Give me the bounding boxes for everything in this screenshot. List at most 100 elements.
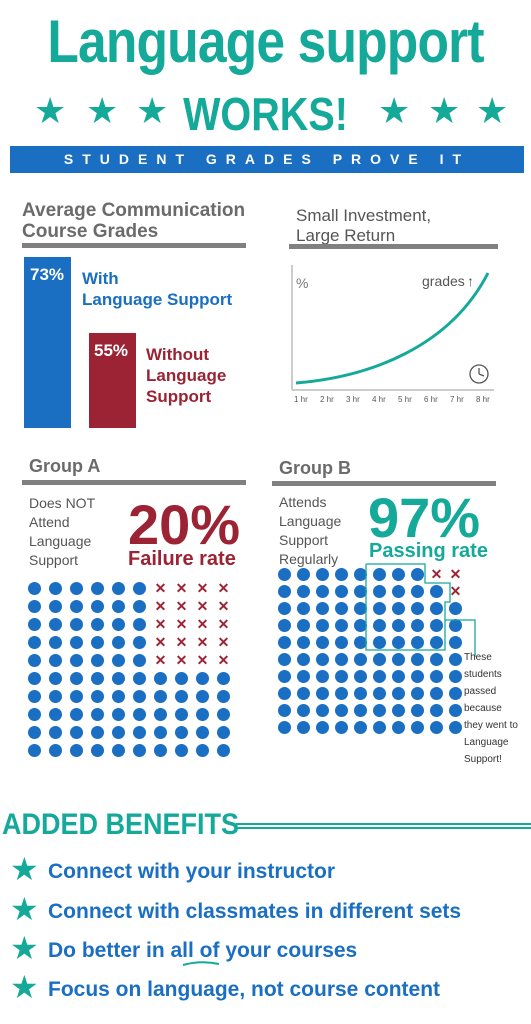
student-dot [217,672,230,685]
bar-value-label: 55% [94,340,129,360]
benefit-text: Connect with your instructor [48,860,336,883]
student-dot [316,721,329,734]
star-icon: ★ [10,930,39,966]
student-dot [175,690,188,703]
subtitle: WORKS! [183,88,348,140]
star-icon: ★ [10,891,39,927]
student-dot [392,602,405,615]
student-dot [49,600,62,613]
star-icon: ★ [34,90,67,131]
star-icon: ★ [86,90,119,131]
student-dot [411,585,424,598]
student-dot [278,636,291,649]
student-dot [133,726,146,739]
failed-student-mark: ✕ [196,598,209,614]
student-dot [133,582,146,595]
note-line: they went to [464,720,518,731]
student-dot [297,568,310,581]
student-dot [449,636,462,649]
student-dot [335,721,348,734]
student-dot [411,568,424,581]
student-dot [297,687,310,700]
group-a-grid: ✕ ✕ ✕ ✕ ✕ ✕ ✕ ✕ ✕ ✕ ✕ ✕ ✕ ✕ ✕ ✕ ✕ ✕ ✕ ✕ [28,580,238,772]
failed-student-mark: ✕ [217,580,230,596]
student-dot [449,670,462,683]
student-dot [297,721,310,734]
student-dot [278,619,291,632]
failed-student-mark: ✕ [154,634,167,650]
student-dot [316,653,329,666]
benefit-text: Do better in all of your courses [48,939,358,962]
student-dot [28,654,41,667]
student-dot [28,690,41,703]
student-dot [449,602,462,615]
student-dot [449,653,462,666]
student-dot [354,721,367,734]
student-dot [373,636,386,649]
student-dot [297,636,310,649]
failed-student-mark: ✕ [154,598,167,614]
divider [272,481,496,486]
student-dot [430,585,443,598]
student-dot [49,690,62,703]
note-line: These students [464,652,502,680]
student-dot [91,618,104,631]
student-dot [354,670,367,683]
grades-curve [295,272,490,385]
student-dot [449,721,462,734]
student-dot [316,585,329,598]
desc-line: Attends [279,494,327,510]
student-dot [392,568,405,581]
benefit-text: Connect with classmates in different set… [48,900,462,923]
failed-student-mark: ✕ [430,566,443,582]
student-dot [373,602,386,615]
student-dot [196,690,209,703]
failed-student-mark: ✕ [175,580,188,596]
student-dot [411,602,424,615]
student-dot [335,619,348,632]
student-dot [91,726,104,739]
student-dot [133,690,146,703]
student-dot [70,600,83,613]
student-dot [278,602,291,615]
student-dot [411,704,424,717]
student-dot [354,585,367,598]
group-b-note: These students passed because they went … [464,649,531,768]
student-dot [354,704,367,717]
student-dot [112,744,125,757]
failed-student-mark: ✕ [154,616,167,632]
desc-line: Language [29,533,92,549]
student-dot [91,600,104,613]
label-line: Language Support [82,290,233,309]
x-tick-label: 1 hr [294,395,308,404]
student-dot [154,672,167,685]
student-dot [316,602,329,615]
desc-line: Regularly [279,551,339,567]
grades-heading-line2: Course Grades [22,221,159,242]
student-dot [430,704,443,717]
student-dot [449,704,462,717]
student-dot [133,600,146,613]
student-dot [112,708,125,721]
student-dot [175,726,188,739]
student-dot [335,653,348,666]
student-dot [430,619,443,632]
failed-student-mark: ✕ [449,566,462,582]
desc-line: Support [279,532,329,548]
x-tick-label: 6 hr [424,395,438,404]
student-dot [335,636,348,649]
student-dot [49,636,62,649]
failed-student-mark: ✕ [217,598,230,614]
student-dot [411,653,424,666]
student-dot [411,619,424,632]
note-line: passed because [464,686,502,714]
student-dot [175,672,188,685]
student-dot [392,704,405,717]
banner: STUDENT GRADES PROVE IT [10,146,524,173]
student-dot [28,672,41,685]
student-dot [217,708,230,721]
student-dot [449,619,462,632]
x-tick-label: 7 hr [450,395,464,404]
curve-label: grades [422,273,465,289]
bar-without-support: 55% [89,332,136,428]
